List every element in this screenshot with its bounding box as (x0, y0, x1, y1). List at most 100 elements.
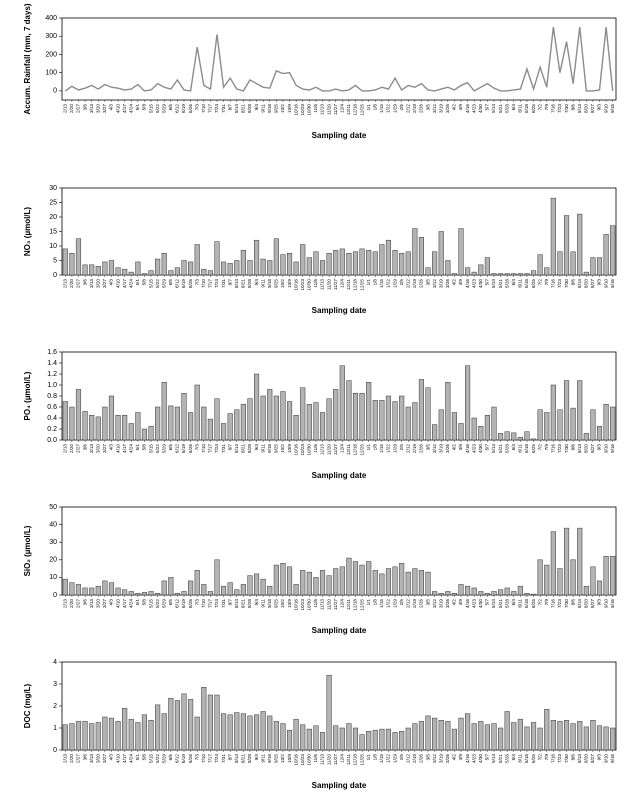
bar (227, 413, 233, 441)
x-tick-label: 4/23 (471, 279, 476, 288)
bar (227, 714, 233, 751)
x-tick-label: 8/6 (570, 279, 575, 286)
x-tick-label: 4/10 (115, 754, 120, 763)
bar (122, 415, 128, 441)
bar (359, 564, 365, 596)
bar (207, 270, 213, 276)
x-tick-label: 1/15 (379, 279, 384, 288)
bar (359, 393, 365, 441)
bar (557, 568, 563, 596)
bar (221, 585, 227, 596)
bar (221, 423, 227, 441)
x-tick-label: 7/17 (208, 444, 213, 453)
y-tick-label: 100 (45, 70, 57, 77)
bar (418, 237, 424, 276)
bar (610, 406, 616, 441)
bar (161, 253, 167, 276)
y-tick-label: 10 (49, 243, 57, 250)
bar (128, 271, 134, 276)
x-tick-label: 7/3 (194, 444, 199, 451)
x-tick-label: 1/15 (379, 104, 384, 113)
bar (260, 395, 266, 441)
x-tick-label: 8/6 (570, 104, 575, 111)
bar (590, 409, 596, 441)
x-tick-label: 9/16 (610, 444, 615, 453)
bar (524, 592, 530, 596)
x-tick-label: 9/10 (603, 279, 608, 288)
bar (326, 253, 332, 276)
x-tick-label: 7/17 (208, 279, 213, 288)
x-tick-label: 9/3 (597, 599, 602, 606)
bar (537, 727, 543, 751)
x-tick-label: 4/16 (465, 279, 470, 288)
x-tick-label: 8/28 (247, 444, 252, 453)
bar (135, 592, 141, 596)
x-tick-label: 10/23 (300, 444, 305, 456)
x-tick-label: 4/9 (458, 104, 463, 111)
bar (286, 253, 293, 276)
plot-frame (61, 17, 617, 101)
x-tick-label: 11/20 (326, 104, 331, 116)
bar (313, 251, 319, 276)
bar (267, 389, 273, 441)
x-tick-label: 6/25 (531, 279, 536, 288)
bar (254, 714, 260, 751)
bar (326, 575, 332, 596)
y-tick-label: 30 (49, 539, 57, 546)
x-tick-label: 10/2 (280, 279, 285, 288)
x-tick-label: 9/3 (597, 104, 602, 111)
x-tick-label: 9/3 (597, 754, 602, 761)
x-tick-label: 12/4 (340, 599, 345, 608)
x-tick-label: 6/25 (531, 104, 536, 113)
x-tick-label: 10/16 (293, 754, 298, 766)
bar (102, 261, 108, 276)
bar (339, 566, 345, 596)
x-tick-label: 7/24 (214, 444, 219, 453)
x-tick-label: 4/24 (128, 754, 133, 763)
x-tick-label: 10/23 (300, 599, 305, 611)
bar (194, 570, 200, 596)
x-tick-label: 12/11 (346, 599, 351, 611)
x-tick-label: 10/30 (307, 104, 312, 116)
x-tick-label: 12/18 (353, 754, 358, 766)
x-tick-label: 8/7 (227, 599, 232, 606)
bar (531, 270, 537, 276)
x-tick-label: 3/19 (438, 279, 443, 288)
x-tick-label: 7/16 (551, 444, 556, 453)
x-tick-label: 5/29 (161, 754, 166, 763)
bar (366, 250, 372, 276)
x-tick-label: 4/2 (452, 599, 457, 606)
x-tick-label: 8/21 (241, 444, 246, 453)
x-tick-label: 5/14 (491, 104, 496, 113)
x-tick-label: 3/20 (95, 444, 100, 453)
x-tick-label: 8/20 (584, 754, 589, 763)
bar (168, 405, 174, 441)
bar (498, 589, 504, 596)
bar (504, 273, 510, 276)
bar (570, 251, 576, 276)
bar (432, 591, 438, 596)
bar (484, 592, 490, 596)
x-tick-label: 2/26 (419, 444, 424, 453)
x-tick-label: 4/23 (471, 104, 476, 113)
x-tick-label: 4/24 (128, 599, 133, 608)
bar (286, 566, 293, 596)
bar (128, 591, 134, 596)
bar (577, 213, 583, 276)
x-tick-label: 10/23 (300, 104, 305, 116)
bar (102, 716, 108, 751)
bar (610, 225, 616, 276)
x-tick-label: 11/6 (313, 279, 318, 288)
x-tick-label: 12/25 (359, 599, 364, 611)
x-tick-label: 5/21 (498, 444, 503, 453)
bar (95, 266, 101, 276)
bar (412, 568, 418, 596)
bar (379, 400, 385, 441)
bar (240, 250, 246, 276)
x-tick-label: 4/2 (452, 104, 457, 111)
bar (432, 251, 438, 276)
y-tick-label: 15 (49, 228, 57, 235)
bar (531, 593, 537, 596)
x-tick-label: 2/20 (69, 599, 74, 608)
x-tick-label: 7/17 (208, 104, 213, 113)
